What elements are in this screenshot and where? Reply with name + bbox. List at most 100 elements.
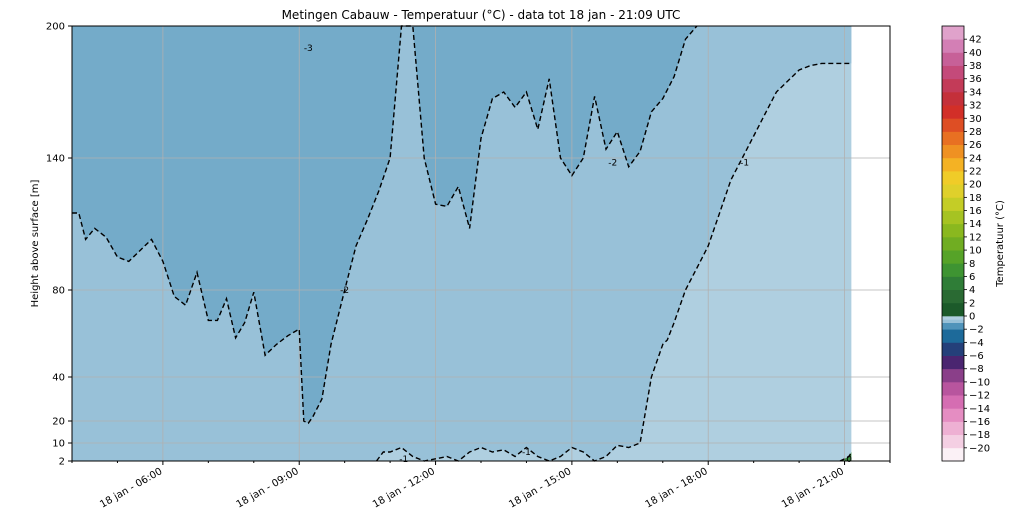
colorbar-segment-28: [942, 118, 964, 132]
colorbar-tick-label-30: −18: [969, 430, 990, 441]
colorbar-segment-17: [942, 263, 964, 277]
colorbar-segment-25: [942, 157, 964, 172]
colorbar-tick-label-28: −14: [969, 404, 990, 415]
colorbar-tick-label-21: 0: [969, 312, 975, 323]
contour-label-6: 0: [846, 455, 852, 465]
contour-line-1: [375, 62, 852, 462]
colorbar-segment-15: [942, 289, 964, 304]
colorbar-segment-19: [942, 236, 964, 251]
colorbar-segment-8: [942, 342, 964, 356]
colorbar-tick-label-27: −12: [969, 391, 990, 402]
colorbar-tick-label-31: −20: [969, 443, 990, 454]
x-tick-label-0: 18 jan - 06:00: [98, 466, 164, 510]
colorbar-segment-31: [942, 78, 964, 93]
colorbar-segment-11: [942, 319, 964, 323]
colorbar-segment-20: [942, 223, 964, 238]
colorbar-segment-30: [942, 91, 964, 106]
y-axis: 2 10 20 40 80 140 200: [46, 22, 72, 468]
colorbar-tick-label-9: 24: [969, 153, 982, 164]
colorbar-segment-14: [942, 302, 964, 317]
colorbar: 424038363432302826242220181614121086420−…: [941, 25, 990, 462]
contour-line-0: [72, 25, 698, 425]
colorbar-tick-label-8: 26: [969, 140, 982, 151]
colorbar-segment-29: [942, 105, 964, 119]
colorbar-tick-label-3: 36: [969, 74, 982, 85]
contour-lines: [72, 25, 853, 462]
colorbar-tick-label-10: 22: [969, 167, 982, 178]
y-tick-label-1: 10: [52, 439, 65, 450]
plot-area: [72, 26, 852, 461]
y-tick-label-0: 2: [59, 457, 65, 468]
colorbar-tick-label-6: 30: [969, 114, 982, 125]
colorbar-segment-2: [942, 421, 964, 436]
colorbar-tick-label-29: −16: [969, 417, 990, 428]
colorbar-segment-5: [942, 381, 964, 396]
colorbar-tick-label-19: 4: [969, 285, 975, 296]
y-tick-label-2: 20: [52, 417, 65, 428]
colorbar-tick-label-4: 34: [969, 87, 982, 98]
colorbar-segment-16: [942, 276, 964, 291]
colorbar-segment-33: [942, 52, 964, 66]
colorbar-tick-label-16: 10: [969, 246, 982, 257]
chart-title: Metingen Cabauw - Temperatuur (°C) - dat…: [282, 8, 681, 22]
colorbar-tick-label-7: 28: [969, 127, 982, 138]
y-tick-label-6: 200: [46, 22, 65, 33]
band-above-0: [840, 452, 852, 461]
colorbar-segment-35: [942, 26, 964, 40]
colorbar-segment-22: [942, 197, 964, 211]
colorbar-segment-10: [942, 322, 964, 330]
contour-label-4: -1: [399, 455, 408, 465]
y-tick-label-5: 140: [46, 154, 65, 165]
colorbar-segment-27: [942, 131, 964, 146]
colorbar-tick-label-23: −4: [969, 338, 984, 349]
contour-line-2: [839, 451, 853, 462]
y-axis-label: Height above surface [m]: [30, 180, 41, 308]
colorbar-segment-9: [942, 329, 964, 343]
x-tick-label-1: 18 jan - 09:00: [235, 466, 301, 510]
colorbar-segment-7: [942, 355, 964, 370]
colorbar-segment-18: [942, 250, 964, 264]
x-tick-label-2: 18 jan - 12:00: [371, 466, 437, 510]
colorbar-segment-23: [942, 184, 964, 198]
colorbar-label: Temperatuur (°C): [995, 200, 1006, 288]
colorbar-tick-label-20: 2: [969, 298, 975, 309]
colorbar-tick-label-24: −6: [969, 351, 984, 362]
colorbar-tick-label-25: −8: [969, 364, 984, 375]
colorbar-tick-label-17: 8: [969, 259, 975, 270]
contour-labels: -3 -2 -2 -1 -1 -1 0: [304, 44, 852, 465]
colorbar-segment-4: [942, 395, 964, 409]
colorbar-segment-6: [942, 368, 964, 383]
colorbar-tick-label-1: 40: [969, 48, 982, 59]
contour-label-1: -2: [340, 286, 349, 296]
contour-label-0: -3: [304, 44, 313, 54]
colorbar-tick-label-14: 14: [969, 219, 982, 230]
colorbar-segment-21: [942, 210, 964, 225]
contour-label-2: -2: [608, 158, 617, 168]
colorbar-tick-label-5: 32: [969, 101, 982, 112]
colorbar-tick-label-26: −10: [969, 377, 990, 388]
colorbar-tick-label-11: 20: [969, 180, 982, 191]
band-below-minus2: [72, 26, 697, 424]
x-tick-label-4: 18 jan - 18:00: [644, 466, 710, 510]
colorbar-segment-0: [942, 447, 964, 462]
colorbar-tick-label-22: −2: [969, 325, 984, 336]
colorbar-tick-label-0: 42: [969, 35, 982, 46]
colorbar-segment-1: [942, 434, 964, 449]
colorbar-tick-label-2: 38: [969, 61, 982, 72]
colorbar-frame: [941, 25, 965, 462]
colorbar-tick-label-12: 18: [969, 193, 982, 204]
colorbar-tick-label-18: 6: [969, 272, 975, 283]
colorbar-segment-24: [942, 171, 964, 185]
colorbar-segment-3: [942, 408, 964, 422]
colorbar-tick-label-13: 16: [969, 206, 982, 217]
contour-label-3: -1: [740, 158, 749, 168]
colorbar-segment-34: [942, 39, 964, 53]
contour-label-5: -1: [522, 448, 531, 458]
x-tick-label-3: 18 jan - 15:00: [507, 466, 573, 510]
y-tick-label-3: 40: [52, 373, 65, 384]
x-tick-label-5: 18 jan - 21:00: [780, 466, 846, 510]
x-axis: 18 jan - 06:00 18 jan - 09:00 18 jan - 12:…: [71, 461, 891, 511]
colorbar-tick-label-15: 12: [969, 232, 982, 243]
colorbar-segment-26: [942, 144, 964, 159]
